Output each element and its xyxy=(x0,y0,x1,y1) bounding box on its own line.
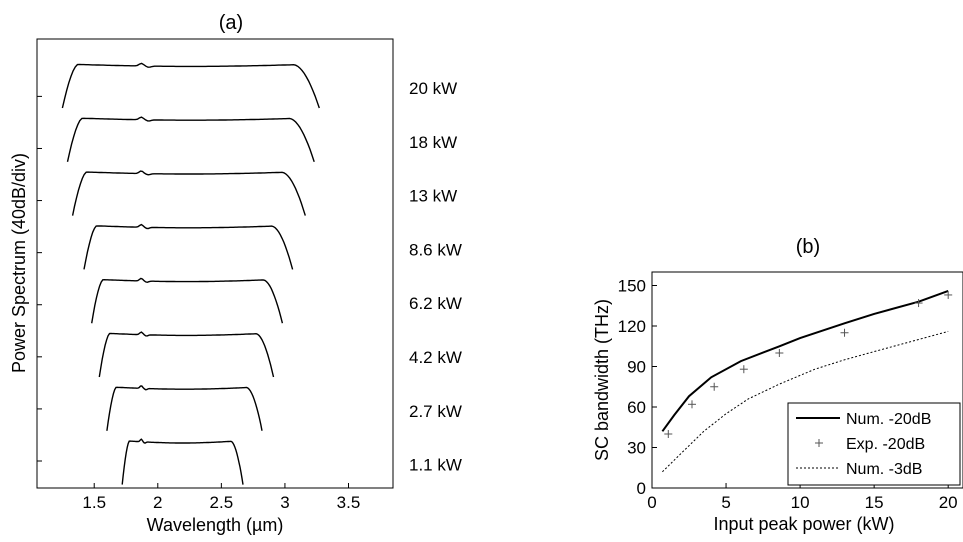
power-label: 8.6 kW xyxy=(409,240,462,259)
spectrum-curve xyxy=(83,223,294,270)
legend-box xyxy=(787,402,961,486)
panel-a-spectra xyxy=(61,62,320,485)
power-label: 1.1 kW xyxy=(409,456,462,475)
num-20db-line xyxy=(661,289,949,432)
legend-label: Num. -3dB xyxy=(846,461,922,478)
panel-b-title: (b) xyxy=(796,236,820,258)
panel-a-title: (a) xyxy=(219,12,243,34)
panel-b-y-tick-label: 30 xyxy=(627,439,646,458)
exp-data-point xyxy=(687,400,696,409)
panel-b-y-tick-label: 120 xyxy=(618,317,646,336)
panel-b-x-label: Input peak power (kW) xyxy=(713,514,894,534)
panel-a: (a) 1.5 2 2.5 3 3.5 20 kW 18 kW 13 kW 8.6 kW 6.2… xyxy=(9,12,462,535)
exp-data-point xyxy=(710,382,719,391)
power-labels: 20 kW 18 kW 13 kW 8.6 kW 6.2 kW 4.2 kW 2.7 kW 1… xyxy=(409,79,462,475)
legend-entry: Num. -3dB xyxy=(796,461,922,478)
panel-a-x-tick-label: 3.5 xyxy=(337,493,361,512)
legend-label: Exp. -20dB xyxy=(846,436,925,453)
panel-b-y-tick-label: 90 xyxy=(627,358,646,377)
spectrum-curve xyxy=(66,116,315,163)
panel-a-x-tick-label: 2 xyxy=(153,493,162,512)
panel-b-x-tick-label: 10 xyxy=(791,493,810,512)
panel-a-x-label: Wavelength (µm) xyxy=(147,515,284,535)
panel-a-x-tick-label: 2.5 xyxy=(210,493,234,512)
spectrum-curve xyxy=(61,62,320,109)
panel-a-y-label: Power Spectrum (40dB/div) xyxy=(9,153,29,373)
power-label: 2.7 kW xyxy=(409,402,462,421)
exp-data-point xyxy=(739,365,748,374)
panel-a-y-ticks xyxy=(37,95,42,462)
exp-data-point xyxy=(944,290,953,299)
legend-label: Num. -20dB xyxy=(846,411,931,428)
power-label: 4.2 kW xyxy=(409,348,462,367)
panel-b-y-tick-label: 60 xyxy=(627,398,646,417)
power-label: 13 kW xyxy=(409,187,457,206)
exp-data-point xyxy=(664,430,673,438)
panel-b-y-ticks: 0 30 60 90 120 150 xyxy=(618,277,657,498)
panel-b-y-tick-label: 150 xyxy=(618,277,646,296)
panel-b-x-tick-label: 5 xyxy=(721,493,730,512)
panel-b-y-tick-label: 0 xyxy=(637,479,646,498)
spectrum-curve xyxy=(121,438,244,485)
spectrum-curve xyxy=(98,331,275,378)
panel-b-legend: Num. -20dB Exp. -20dB Num. -3dB xyxy=(787,402,961,486)
panel-b-x-ticks: 0 5 10 15 20 xyxy=(647,483,958,512)
legend-entry: Exp. -20dB xyxy=(815,436,925,453)
spectrum-curve xyxy=(106,385,263,431)
panel-a-plot-box xyxy=(36,38,394,489)
panel-b-plot-box xyxy=(651,271,963,489)
exp-data-point xyxy=(775,349,784,357)
panel-b: (b) 0 5 10 15 20 0 30 60 90 120 150 Num. -20dB Exp… xyxy=(592,236,963,534)
panel-b-x-tick-label: 15 xyxy=(865,493,884,512)
spectrum-curve xyxy=(71,170,306,216)
panel-a-x-ticks: 1.5 2 2.5 3 3.5 xyxy=(82,483,360,512)
panel-b-x-tick-label: 0 xyxy=(647,493,656,512)
legend-entry: Num. -20dB xyxy=(796,411,931,428)
panel-b-series xyxy=(661,289,953,473)
power-label: 18 kW xyxy=(409,133,457,152)
spectrum-curve xyxy=(91,277,284,324)
panel-a-x-tick-label: 1.5 xyxy=(82,493,106,512)
power-label: 6.2 kW xyxy=(409,294,462,313)
power-label: 20 kW xyxy=(409,79,457,98)
exp-data-point xyxy=(840,328,849,337)
panel-b-x-tick-label: 20 xyxy=(939,493,958,512)
exp-data-point xyxy=(914,299,923,308)
panel-a-x-tick-label: 3 xyxy=(280,493,289,512)
panel-b-y-label: SC bandwidth (THz) xyxy=(592,299,612,461)
